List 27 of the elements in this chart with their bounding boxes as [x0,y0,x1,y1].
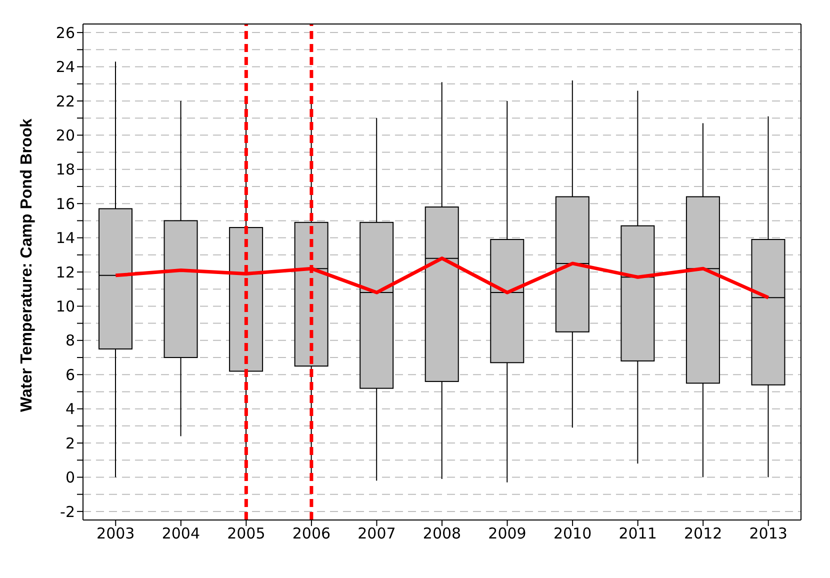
y-axis-title: Water Temperature: Camp Pond Brook [18,118,36,412]
x-tick-label: 2006 [292,524,331,543]
x-tick-label: 2003 [96,524,135,543]
y-tick-label: 18 [56,160,75,179]
y-tick-label: 26 [56,24,75,42]
y-tick-label: 14 [56,229,75,248]
y-tick-label: 22 [56,92,75,110]
y-tick-label: 0 [65,468,75,487]
y-tick-label: -2 [60,502,75,521]
x-tick-label: 2005 [227,524,266,543]
x-tick-label: 2013 [749,524,788,543]
y-tick-label: 20 [56,126,75,144]
y-tick-label: 10 [56,298,75,316]
x-tick-label: 2011 [618,524,657,543]
y-tick-label: 24 [56,58,75,76]
y-tick-label: 2 [65,434,75,452]
x-tick-label: 2004 [162,524,200,543]
y-tick-label: 16 [56,194,75,213]
y-tick-label: 12 [56,263,75,282]
y-tick-label: 8 [65,332,75,350]
x-tick-label: 2007 [358,524,396,543]
x-tick-label: 2012 [684,524,722,543]
y-tick-label: 4 [65,400,75,418]
y-tick-label: 6 [65,366,75,384]
x-tick-label: 2008 [422,524,462,543]
x-tick-label: 2009 [488,524,526,543]
x-tick-label: 2010 [553,524,592,543]
